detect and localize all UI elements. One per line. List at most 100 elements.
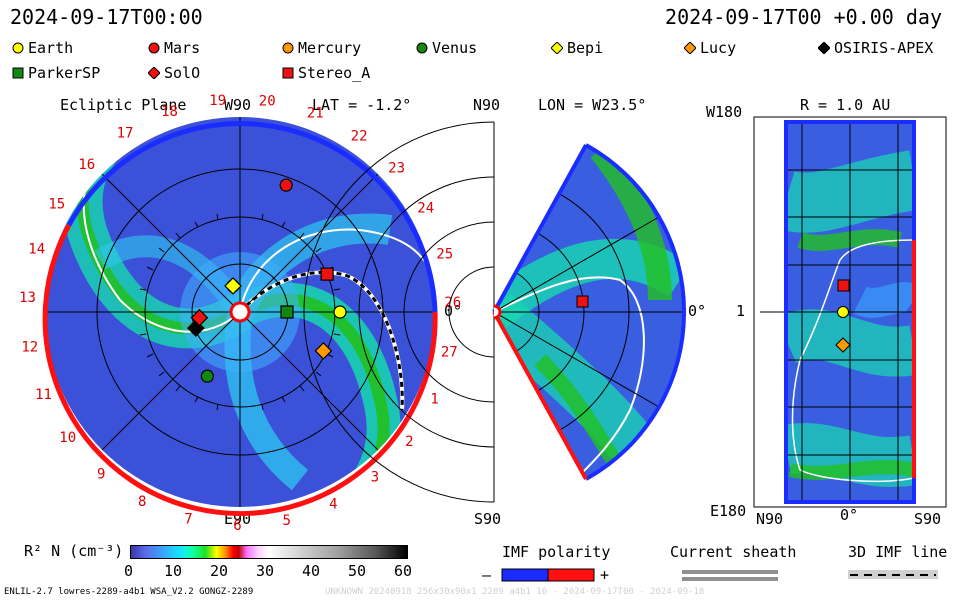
panel3-top-left: W180 [706,103,743,121]
datetime-right: 2024-09-17T00 +0.00 day [665,5,942,29]
carrington-label: 11 [35,387,52,403]
imf-polarity-positive-bar [547,568,595,582]
legend-lucy: Lucy [684,39,736,57]
legend-osiris-apex: OSIRIS-APEX [818,39,933,57]
parkersp-marker-icon [12,67,24,79]
legend-mercury: Mercury [282,39,361,57]
stereo-a-meridional-marker [576,295,589,308]
carrington-label: 1 [430,392,438,408]
carrington-label: 5 [282,513,290,529]
carrington-label: 26 [444,295,461,311]
solo-ecliptic-marker [190,308,209,327]
stereo-a-marker-icon [282,67,294,79]
legend-parkersp: ParkerSP [12,64,100,82]
earth-marker-icon [12,42,24,54]
current-sheath-label: Current sheath [670,543,797,561]
legend-stereo-a: Stereo_A [282,64,370,82]
carrington-label: 13 [19,290,36,306]
bepi-ecliptic-marker [224,277,242,295]
carrington-label: 25 [436,246,453,262]
earth-map-marker [837,306,849,318]
colorbar-label: R² N (cm⁻³) [24,542,124,560]
carrington-label: 27 [441,344,458,360]
legend-earth: Earth [12,39,73,57]
colorbar-tick-40: 40 [302,562,321,580]
solo-marker-icon [148,67,160,79]
stereo-a-ecliptic-marker [320,267,334,281]
carrington-label: 2 [405,434,413,450]
legend-mars: Mars [148,39,200,57]
carrington-label: 15 [48,196,65,212]
panel3-x-label-s90: S90 [914,510,942,528]
carrington-label: 21 [307,106,324,122]
imf-polarity-label: IMF polarity [502,543,611,561]
colorbar-tick-20: 20 [210,562,229,580]
mars-marker-icon [148,42,160,54]
panel3-mid-left: 1 [736,302,746,320]
footer-left: ENLIL-2.7 lowres-2289-a4b1 WSA_V2.2 GONG… [4,587,254,597]
colorbar-tick-30: 30 [256,562,275,580]
panel2-right-label: 0° [688,302,707,320]
panel2-top-label: N90 [473,96,501,114]
footer-right: UNKNOWN 20240918 256x30x90x1 2289 a4b1 1… [325,587,705,597]
legend-bepi: Bepi [551,39,603,57]
carrington-label: 18 [161,104,178,120]
current-sheath-line-1 [682,570,778,574]
panel1-top-label: W90 [224,96,252,114]
panel2-bottom-label: S90 [474,510,502,528]
lucy-ecliptic-marker [314,342,333,360]
panel2-lon: LON = W23.5° [538,96,647,114]
panel1-title: Ecliptic Plane [60,96,187,114]
imf-polarity-negative-bar [501,568,549,582]
panel3-x-label-n90: N90 [756,510,784,528]
lucy-marker-icon [684,42,696,54]
colorbar-tick-10: 10 [164,562,183,580]
venus-ecliptic-marker [200,369,214,383]
carrington-label: 22 [351,128,368,144]
stereo-a-map-marker [837,279,850,292]
imf-line-label: 3D IMF line [848,543,948,561]
carrington-label: 16 [78,157,95,173]
carrington-labels: 19 20212223242526271234567891011121314151… [19,93,461,534]
panel3-bottom-left: E180 [710,502,747,520]
colorbar [130,545,408,559]
ecliptic-panel [42,117,438,517]
carrington-label: 20 [259,94,276,110]
panel1-right-label: 0° [444,302,463,320]
colorbar-tick-60: 60 [394,562,413,580]
panel1-lat: LAT = -1.2° [312,96,412,114]
carrington-label: 6 [233,518,241,534]
carrington-label: 23 [388,161,405,177]
carrington-label: 24 [417,201,434,217]
datetime-left: 2024-09-17T00:00 [10,5,203,29]
earth-ecliptic-marker [333,305,347,319]
mars-ecliptic-marker [279,178,293,192]
legend-solo: SolO [148,64,200,82]
parkersp-ecliptic-marker [280,305,294,319]
panel3-r: R = 1.0 AU [800,96,891,114]
map-panel [753,116,947,508]
carrington-label: 17 [117,126,134,142]
sun-icon [229,301,251,323]
mercury-marker-icon [282,42,294,54]
lucy-map-marker [835,337,851,353]
carrington-label: 14 [28,242,45,258]
carrington-label: 4 [329,496,337,512]
imf-polarity-plus: + [600,566,610,584]
current-sheath-line-2 [682,577,778,581]
carrington-label: 7 [184,512,192,528]
colorbar-tick-50: 50 [348,562,367,580]
legend-venus: Venus [416,39,477,57]
colorbar-tick-0: 0 [124,562,134,580]
carrington-label: 9 [97,467,105,483]
imf-polarity-minus: – [482,566,492,584]
carrington-label: 8 [138,494,146,510]
carrington-label: 10 [59,430,76,446]
carrington-label: 19 [209,93,226,109]
carrington-label: 3 [371,470,379,486]
venus-marker-icon [416,42,428,54]
osiris-apex-marker-icon [818,42,830,54]
carrington-label: 12 [21,340,38,356]
bepi-marker-icon [551,42,563,54]
